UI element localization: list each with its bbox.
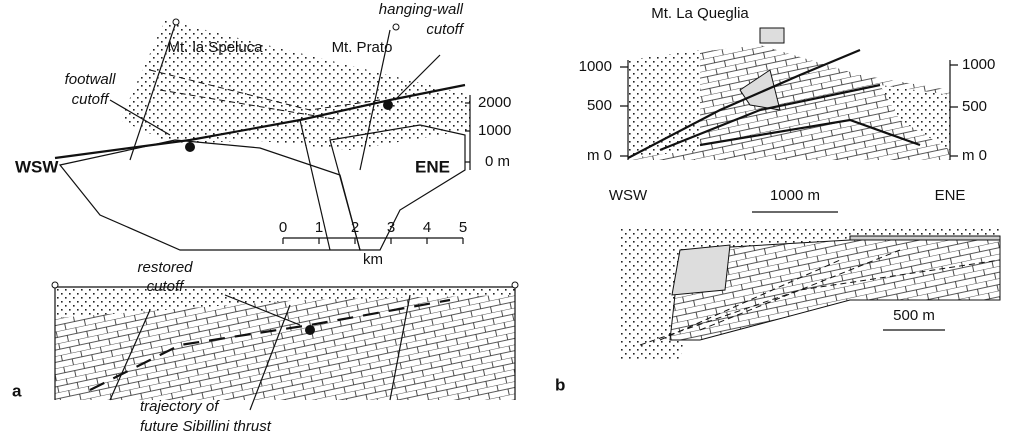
elevation-label: 1000 xyxy=(962,56,995,73)
elevation-label: 500 xyxy=(587,97,612,114)
elevation-label: 1000 xyxy=(579,58,612,75)
scale-tick: 3 xyxy=(387,219,395,236)
elevation-label: 1000 xyxy=(478,122,511,139)
elevation-label: m 0 xyxy=(587,147,612,164)
annotation: cutoff xyxy=(72,91,111,108)
annotation: restored xyxy=(137,259,193,276)
elevation-label: 2000 xyxy=(478,94,511,111)
direction-label: WSW xyxy=(609,187,648,204)
annotation: cutoff xyxy=(426,21,465,38)
annotation: trajectory of xyxy=(140,398,220,415)
elevation-label: m 0 xyxy=(962,147,987,164)
panel-label: a xyxy=(12,381,22,400)
elevation-label: 500 xyxy=(962,98,987,115)
section-a-lower xyxy=(51,281,519,411)
annotation: future Sibillini thrust xyxy=(140,418,272,435)
scale-label: 500 m xyxy=(893,307,935,324)
section-a-upper xyxy=(54,18,471,251)
direction-label: ENE xyxy=(415,157,450,176)
scale-tick: 5 xyxy=(459,219,467,236)
annotation: cutoff xyxy=(147,278,186,295)
scale-tick: 4 xyxy=(423,219,431,236)
scale-label: 1000 m xyxy=(770,187,820,204)
direction-label: ENE xyxy=(935,187,966,204)
scale-tick: 0 xyxy=(279,219,287,236)
peak-label: Mt. La Queglia xyxy=(651,5,749,22)
elevation-label: 0 m xyxy=(485,153,510,170)
panel-label: b xyxy=(555,375,565,394)
annotation: footwall xyxy=(65,71,117,88)
peak-label: Mt. Prato xyxy=(332,39,393,56)
section-b-lower xyxy=(620,228,1001,360)
direction-label: WSW xyxy=(15,157,59,176)
scale-tick: 2 xyxy=(351,219,359,236)
peak-label: Mt. la Speluca xyxy=(167,39,263,56)
annotation: hanging-wall xyxy=(379,1,464,18)
scale-unit: km xyxy=(363,251,383,268)
section-b-upper xyxy=(620,27,958,213)
scale-tick: 1 xyxy=(315,219,323,236)
